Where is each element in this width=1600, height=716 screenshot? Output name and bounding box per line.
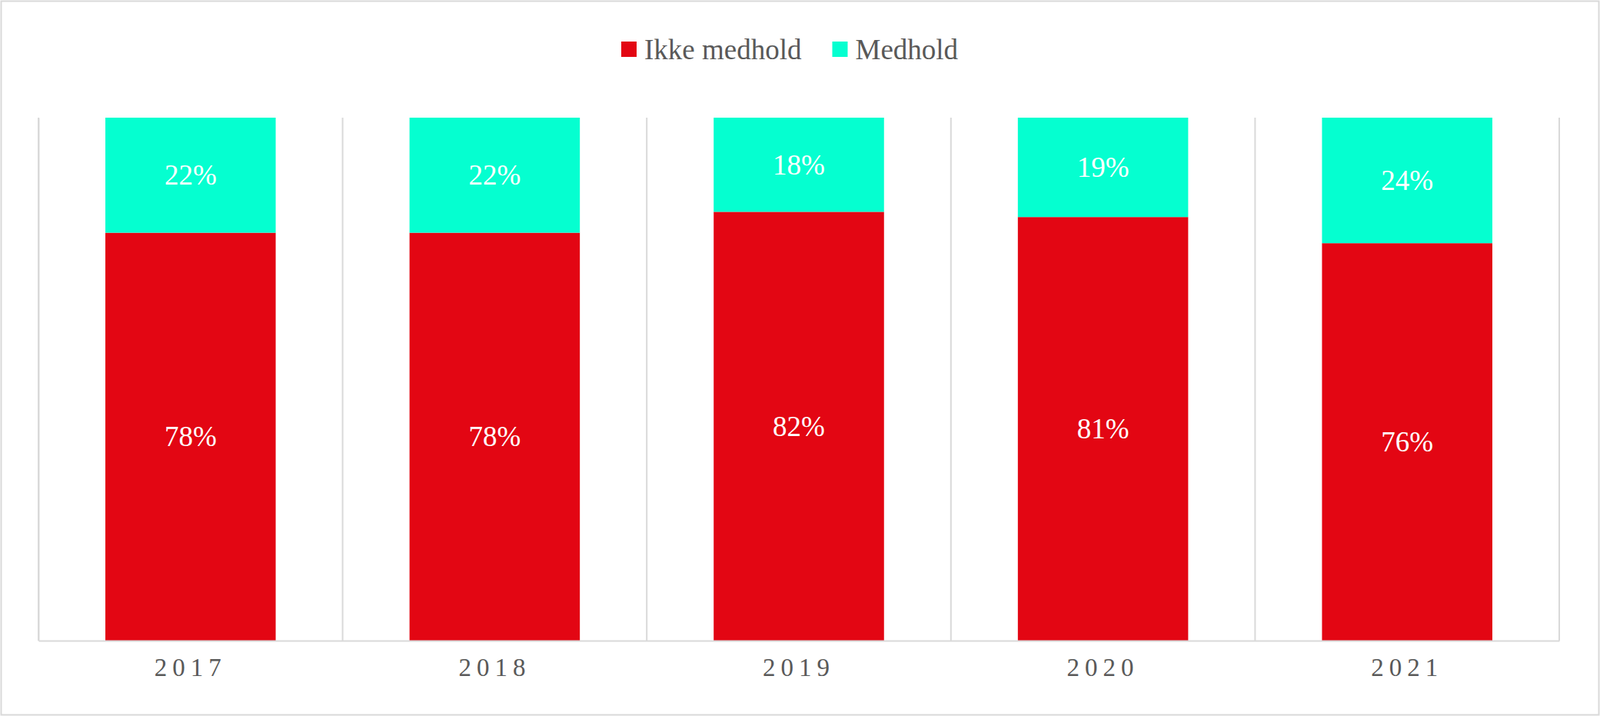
x-tick-label: 2021: [1370, 653, 1444, 682]
category-separator: [342, 117, 344, 641]
data-label: 78%: [468, 420, 521, 453]
bar-segment: [409, 232, 581, 641]
legend: Ikke medhold Medhold: [621, 33, 959, 66]
chart: 78%78%82%81%76%22%22%18%19%24%2017201820…: [0, 0, 1600, 716]
bar-segment: [1017, 216, 1189, 641]
legend-label: Ikke medhold: [644, 33, 802, 66]
x-tick: 2020: [1067, 640, 1140, 682]
legend-item: Medhold: [831, 33, 959, 66]
data-label: 81%: [1077, 412, 1130, 445]
bar-segment: [409, 117, 581, 233]
legend-item: Ikke medhold: [621, 33, 802, 66]
bars: [105, 117, 1493, 641]
legend-swatch: [831, 41, 848, 57]
data-labels: 78% 78% 82% 81% 76% 22% 22% 18% 19% 24%: [164, 149, 1434, 458]
bar-segment: [1017, 117, 1189, 217]
bar-segment: [105, 117, 277, 233]
x-tick: 2017: [154, 640, 227, 682]
data-label: 76%: [1380, 425, 1434, 458]
bar-segment: [713, 211, 885, 641]
x-tick: 2021: [1370, 640, 1444, 682]
category-separator: [950, 117, 952, 641]
legend-swatch: [621, 41, 637, 57]
data-label: 22%: [164, 159, 217, 191]
y-axis: [38, 118, 40, 642]
data-label: 78%: [164, 420, 217, 453]
y-axis-line: [38, 118, 40, 642]
x-axis-line: [39, 640, 1561, 642]
x-tick-label: 2017: [154, 653, 227, 682]
category-separator: [1558, 117, 1561, 641]
category-separator: [645, 117, 648, 641]
x-tick: 2019: [762, 640, 835, 682]
legend-label: Medhold: [854, 33, 959, 66]
frame: [1, 1, 1600, 716]
data-label: 18%: [772, 149, 825, 181]
x-tick: 2018: [458, 640, 531, 682]
x-axis: 2017 2018 2019 2020 2021: [39, 640, 1561, 682]
data-label: 19%: [1077, 151, 1130, 183]
bar-segment: [105, 232, 277, 641]
bar-segment: [1321, 242, 1493, 641]
x-tick-label: 2018: [458, 653, 531, 682]
category-separator: [37, 117, 40, 641]
x-tick-label: 2019: [762, 653, 835, 682]
data-label: 24%: [1380, 164, 1434, 197]
data-label: 22%: [468, 159, 521, 191]
data-label: 82%: [772, 410, 825, 443]
bar-segment: [713, 117, 885, 212]
x-tick-label: 2020: [1067, 653, 1140, 682]
category-separator: [1254, 117, 1256, 641]
bar-segment: [1321, 117, 1493, 243]
